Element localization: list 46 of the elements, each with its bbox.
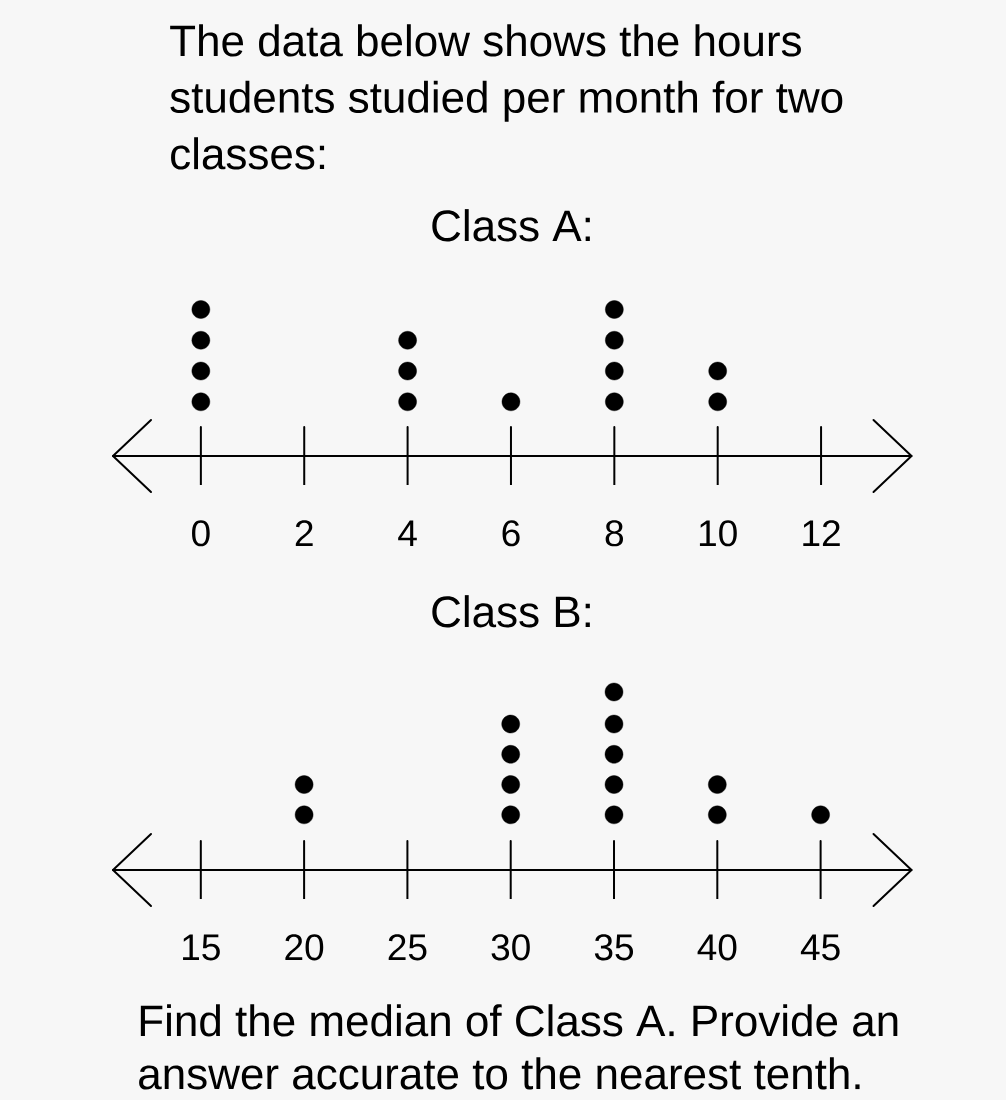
x-tick-label: 45 bbox=[800, 934, 840, 961]
point bbox=[708, 805, 727, 825]
point bbox=[501, 392, 521, 411]
point bbox=[398, 392, 417, 411]
point bbox=[604, 805, 624, 825]
point bbox=[398, 331, 417, 350]
point bbox=[294, 775, 314, 794]
point bbox=[191, 331, 211, 350]
x-tick-label: 20 bbox=[285, 934, 324, 961]
x-tick-label: 40 bbox=[697, 934, 737, 961]
point bbox=[605, 331, 624, 350]
x-tick-label: 6 bbox=[502, 520, 520, 547]
point bbox=[191, 392, 211, 411]
point bbox=[604, 775, 624, 794]
x-tick-label: 15 bbox=[183, 934, 220, 961]
point bbox=[605, 361, 624, 381]
x-tick-label: 12 bbox=[803, 520, 840, 547]
point bbox=[604, 745, 624, 764]
x-tick-label: 30 bbox=[491, 934, 530, 961]
point bbox=[708, 361, 727, 381]
point bbox=[501, 775, 520, 794]
point bbox=[501, 714, 520, 734]
point bbox=[501, 805, 520, 825]
chart-subtitle: Class A: bbox=[432, 209, 590, 242]
point bbox=[191, 361, 211, 381]
point bbox=[605, 392, 624, 411]
point bbox=[501, 745, 520, 764]
x-tick-label: 0 bbox=[192, 520, 210, 547]
x-tick-label: 10 bbox=[699, 520, 737, 547]
point bbox=[604, 682, 624, 702]
text: Find the median of Class A. Provide an answer accurate to the nearest tenth. bbox=[139, 1004, 898, 1090]
x-tick-label: 8 bbox=[605, 520, 624, 547]
point bbox=[398, 361, 417, 381]
chart-title: The data below shows the hours students studied per month for two classes: bbox=[170, 24, 843, 170]
chart-title: Class B: bbox=[432, 595, 590, 628]
x-tick-label: 2 bbox=[295, 520, 313, 547]
point bbox=[604, 714, 624, 734]
point bbox=[708, 775, 727, 794]
point bbox=[294, 805, 314, 825]
point bbox=[605, 300, 624, 319]
point bbox=[191, 300, 211, 319]
x-tick-label: 25 bbox=[388, 934, 427, 961]
point bbox=[811, 805, 830, 825]
x-tick-label: 4 bbox=[398, 520, 417, 547]
point bbox=[708, 392, 727, 411]
x-tick-label: 35 bbox=[594, 934, 634, 961]
